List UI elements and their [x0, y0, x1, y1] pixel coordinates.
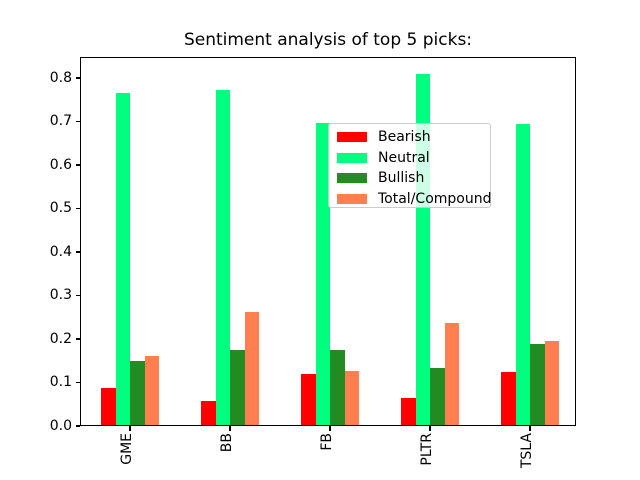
x-tick-label-fb: FB [319, 433, 335, 451]
bar-gme-bullish [130, 361, 145, 425]
bar-tsla-bearish [501, 372, 516, 425]
legend-label: Bullish [378, 170, 425, 187]
bar-tsla-bullish [530, 344, 545, 425]
bar-gme-total-compound [144, 356, 159, 425]
bar-pltr-bullish [430, 368, 445, 425]
y-tick-label: 0.6 [49, 156, 72, 173]
legend-swatch-bearish [337, 132, 367, 143]
y-tick-label: 0.4 [49, 243, 72, 260]
bar-tsla-total-compound [544, 341, 559, 425]
legend-row: Total/Compound [337, 189, 492, 210]
bar-fb-bearish [301, 374, 316, 425]
y-tick-mark [75, 251, 80, 253]
bar-bb-bullish [230, 350, 245, 425]
bar-pltr-total-compound [444, 323, 459, 425]
bar-gme-bearish [101, 388, 116, 425]
legend-row: Bearish [337, 127, 490, 148]
y-tick-mark [75, 425, 80, 427]
y-tick-label: 0.5 [49, 200, 72, 216]
legend-row: Neutral [337, 148, 490, 169]
bar-bb-bearish [201, 401, 216, 425]
y-tick-mark [75, 164, 80, 166]
x-tick-label-tsla: TSLA [519, 433, 535, 469]
x-tick-mark [529, 426, 531, 431]
plot-area: Bearish Neutral Bullish Total/Compound [80, 57, 576, 426]
y-tick-label: 0.3 [49, 287, 72, 303]
bar-fb-total-compound [344, 371, 359, 425]
legend-swatch-neutral [337, 152, 367, 163]
y-tick-mark [75, 77, 80, 79]
legend-label: Neutral [378, 149, 430, 166]
bar-bb-total-compound [244, 312, 259, 425]
legend-row: Bullish [337, 168, 490, 189]
x-tick-mark [129, 426, 131, 431]
bar-fb-bullish [330, 350, 345, 425]
y-tick-label: 0.2 [49, 330, 72, 347]
y-tick-mark [75, 294, 80, 297]
bar-fb-neutral [315, 123, 330, 425]
y-tick-mark [75, 381, 80, 384]
x-tick-label-pltr: PLTR [419, 433, 435, 466]
legend-label: Total/Compound [378, 190, 492, 207]
y-tick-mark [75, 120, 80, 123]
y-tick-label: 0.8 [49, 69, 72, 86]
y-tick-mark [75, 207, 80, 210]
bar-tsla-neutral [515, 124, 530, 425]
y-tick-label: 0.7 [49, 113, 72, 129]
legend-label: Bearish [378, 129, 431, 146]
y-tick-mark [75, 338, 80, 340]
bar-bb-neutral [215, 90, 230, 425]
bar-pltr-bearish [401, 398, 416, 425]
x-tick-label-bb: BB [219, 433, 235, 453]
x-tick-mark [429, 426, 431, 431]
legend-swatch-total-compound [337, 193, 367, 204]
x-tick-mark [229, 426, 231, 431]
y-tick-label: 0.1 [49, 374, 72, 390]
legend: Bearish Neutral Bullish Total/Compound [328, 123, 491, 208]
y-tick-label: 0.0 [49, 417, 72, 434]
x-tick-mark [329, 426, 331, 431]
x-tick-label-gme: GME [119, 433, 135, 465]
legend-swatch-bullish [337, 173, 367, 184]
bar-gme-neutral [115, 93, 130, 425]
chart-title: Sentiment analysis of top 5 picks: [183, 30, 473, 50]
